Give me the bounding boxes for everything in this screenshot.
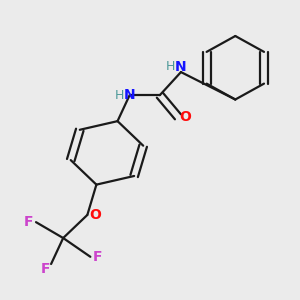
- Text: F: F: [24, 215, 33, 229]
- Text: H: H: [114, 89, 124, 102]
- Text: N: N: [124, 88, 135, 102]
- Text: H: H: [166, 60, 175, 73]
- Text: F: F: [93, 250, 103, 264]
- Text: F: F: [40, 262, 50, 276]
- Text: O: O: [89, 208, 101, 222]
- Text: O: O: [179, 110, 191, 124]
- Text: N: N: [175, 60, 187, 74]
